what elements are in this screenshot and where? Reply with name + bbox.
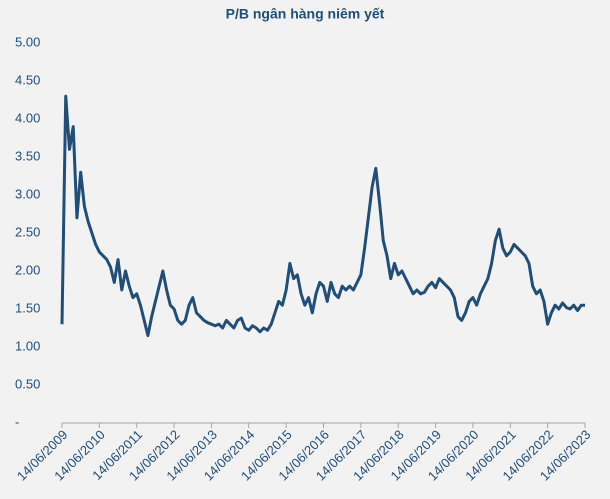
y-tick-label: 4.50 xyxy=(15,72,40,87)
y-tick-label: 0.50 xyxy=(15,376,40,391)
y-tick-label: 4.00 xyxy=(15,110,40,125)
y-tick-label: - xyxy=(15,414,19,429)
y-tick-label: 5.00 xyxy=(15,34,40,49)
y-tick-label: 1.50 xyxy=(15,300,40,315)
y-tick-label: 3.00 xyxy=(15,186,40,201)
line xyxy=(60,94,585,338)
chart-title: P/B ngân hàng niêm yết xyxy=(226,6,385,22)
y-tick-label: 2.00 xyxy=(15,262,40,277)
y-tick-label: 1.00 xyxy=(15,338,40,353)
y-tick-label: 2.50 xyxy=(15,224,40,239)
y-tick-label: 3.50 xyxy=(15,148,40,163)
